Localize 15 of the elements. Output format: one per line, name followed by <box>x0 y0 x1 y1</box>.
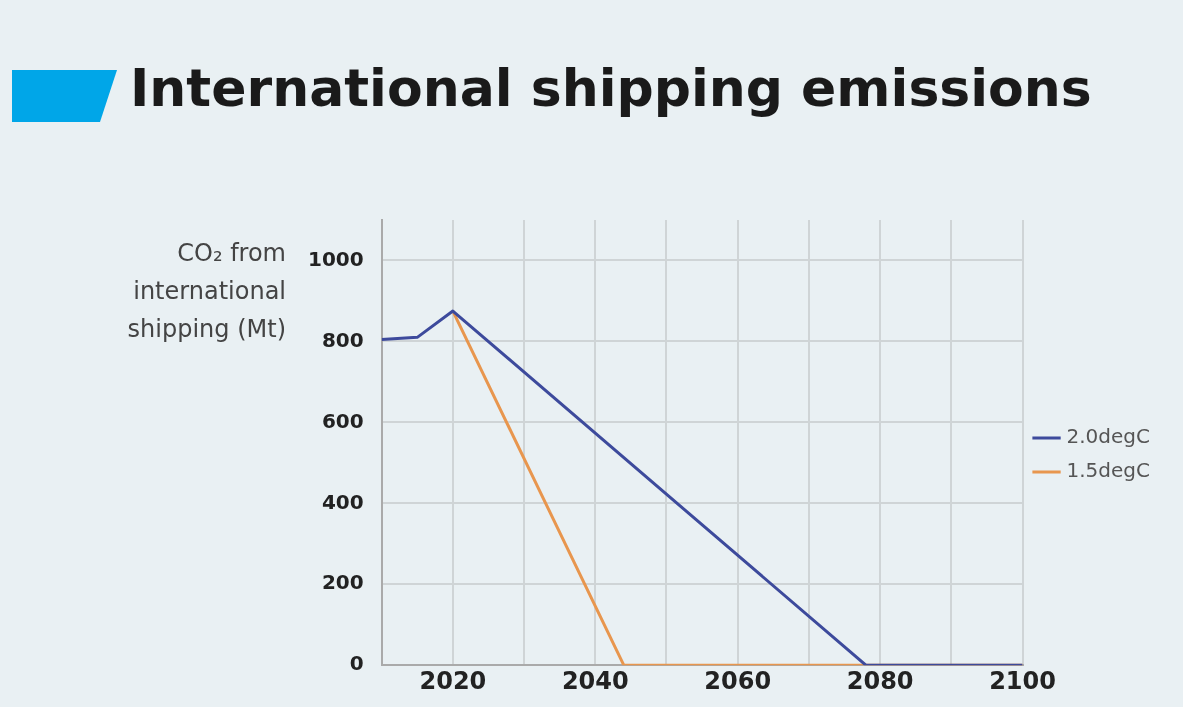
x-tick-label: 2100 <box>989 666 1056 695</box>
y-tick-label: 0 <box>349 651 364 676</box>
x-tick-label: 2080 <box>846 666 914 695</box>
y-tick-label: 200 <box>321 570 364 595</box>
y-tick-label: 400 <box>321 489 364 514</box>
y-tick-label: 600 <box>321 408 364 433</box>
x-tick-label: 2020 <box>419 666 487 695</box>
y-axis-title: CO₂ from international shipping (Mt) <box>126 238 286 345</box>
x-tick-label: 2060 <box>704 666 772 695</box>
x-tick-label: 2040 <box>561 666 629 695</box>
legend-label: 2.0degC <box>1066 424 1150 449</box>
y-tick-label: 1000 <box>307 246 364 271</box>
legend-label: 1.5degC <box>1066 458 1150 483</box>
chart-title: International shipping emissions <box>130 58 1092 118</box>
y-tick-label: 800 <box>321 327 364 352</box>
